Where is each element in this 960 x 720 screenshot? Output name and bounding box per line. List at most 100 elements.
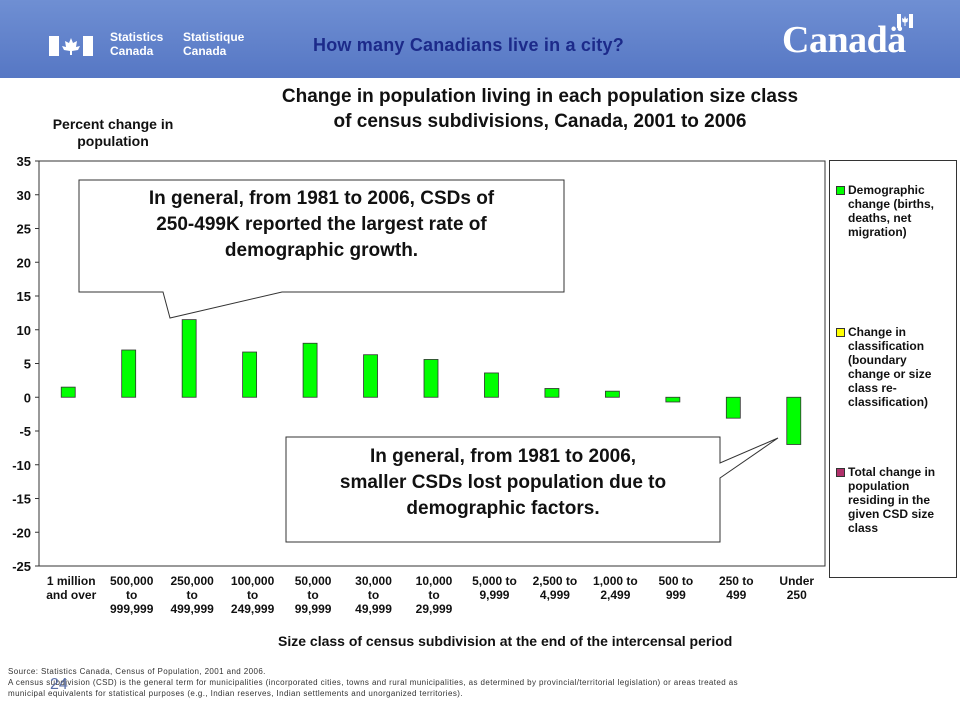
x-category-label: 999,999 (110, 602, 154, 616)
legend-total-line3: residing in the (848, 493, 931, 507)
legend-item-total: Total change in population residing in t… (836, 465, 954, 535)
agency-fr-line1: Statistique (183, 30, 245, 44)
callout-top-line2: 250-499K reported the largest rate of (156, 214, 487, 235)
y-tick-label: 15 (17, 289, 31, 304)
x-category-label: 250 (787, 588, 807, 602)
chart-legend: Demographic change (births, deaths, net … (829, 160, 957, 578)
legend-swatch-classification (836, 328, 845, 337)
callout-top-text: In general, from 1981 to 2006, CSDs of 2… (79, 186, 564, 264)
agency-fr-line2: Canada (183, 44, 227, 58)
y-tick-label: 0 (24, 390, 31, 405)
x-category-label: 29,999 (416, 602, 453, 616)
x-category-label: 1 million (47, 574, 96, 588)
legend-label-total: Total change in population residing in t… (848, 465, 954, 535)
x-category-label: 50,000 (295, 574, 332, 588)
x-category-label: 9,999 (479, 588, 509, 602)
y-tick-label: -20 (12, 525, 31, 540)
bar-demographic-1 (121, 349, 137, 398)
canada-wordmark: Canadä (782, 19, 906, 61)
legend-demographic-line3: deaths, net (848, 211, 912, 225)
legend-demographic-line4: migration) (848, 225, 907, 239)
callout-bottom-text: In general, from 1981 to 2006, smaller C… (286, 444, 720, 522)
x-category-label: 10,000 (416, 574, 453, 588)
y-tick-label: 5 (24, 357, 31, 372)
x-category-label: 99,999 (295, 602, 332, 616)
x-category-label: to (428, 588, 439, 602)
agency-en-line1: Statistics (110, 30, 164, 44)
agency-en-line2: Canada (110, 44, 154, 58)
legend-classification-line3: (boundary (848, 353, 907, 367)
bar-demographic-7 (484, 372, 499, 398)
canada-flag-icon (49, 36, 93, 56)
callout-bottom-line3: demographic factors. (406, 498, 600, 519)
x-category-label: 49,999 (355, 602, 392, 616)
legend-classification-line1: Change in (848, 325, 907, 339)
y-tick-label: 25 (17, 222, 31, 237)
legend-swatch-demographic (836, 186, 845, 195)
bar-demographic-11 (725, 396, 741, 419)
legend-classification-line4: change or size (848, 367, 932, 381)
y-tick-label: 35 (17, 154, 31, 169)
x-category-label: 250,000 (170, 574, 214, 588)
callout-top-line3: demographic growth. (224, 240, 419, 261)
x-category-label: 30,000 (355, 574, 392, 588)
x-category-label: 499,999 (170, 602, 214, 616)
bar-demographic-4 (302, 342, 318, 398)
legend-demographic-line2: change (births, (848, 197, 935, 211)
legend-classification-line2: classification (848, 339, 925, 353)
bar-demographic-8 (544, 388, 560, 398)
header-banner (0, 0, 960, 78)
x-category-label: 999 (666, 588, 686, 602)
page-number: 24 (50, 676, 68, 693)
legend-classification-line6: classification) (848, 395, 929, 409)
x-category-label: and over (46, 588, 96, 602)
bar-demographic-12 (786, 396, 802, 445)
x-category-label: to (307, 588, 318, 602)
x-category-label: 500,000 (110, 574, 154, 588)
legend-item-classification: Change in classification (boundary chang… (836, 325, 954, 409)
csd-definition-line2: municipal equivalents for statistical pu… (8, 689, 463, 698)
bar-demographic-3 (242, 351, 258, 398)
x-category-label: to (368, 588, 379, 602)
x-category-label: 499 (726, 588, 746, 602)
legend-label-classification: Change in classification (boundary chang… (848, 325, 954, 409)
x-category-label: 1,000 to (593, 574, 638, 588)
wordmark-flag-icon (897, 14, 913, 28)
legend-classification-line5: class re- (848, 381, 897, 395)
callout-top-box (78, 179, 565, 319)
bar-demographic-0 (60, 386, 76, 398)
x-category-label: 2,500 to (533, 574, 578, 588)
legend-demographic-line1: Demographic (848, 183, 925, 197)
callout-bottom-line2: smaller CSDs lost population due to (339, 472, 667, 493)
y-tick-label: 30 (17, 188, 31, 203)
chart-title: Change in population living in each popu… (200, 84, 880, 134)
y-axis-label: Percent change in population (28, 116, 198, 150)
bar-demographic-5 (363, 354, 378, 398)
bar-demographic-10 (665, 396, 681, 403)
x-category-label: 100,000 (231, 574, 275, 588)
csd-definition-line1: A census subdivision (CSD) is the genera… (8, 678, 738, 687)
legend-item-demographic: Demographic change (births, deaths, net … (836, 183, 954, 239)
x-category-label: 2,499 (600, 588, 630, 602)
y-tick-label: 10 (17, 323, 31, 338)
legend-total-line1: Total change in (848, 465, 936, 479)
bar-demographic-2 (181, 319, 197, 398)
y-tick-label: -15 (12, 492, 31, 507)
y-axis-label-line1: Percent change in (52, 116, 174, 132)
x-category-label: 5,000 to (472, 574, 517, 588)
legend-total-line2: population (848, 479, 910, 493)
x-category-label: to (126, 588, 137, 602)
chart-title-line1: Change in population living in each popu… (281, 86, 799, 107)
x-category-label: 4,999 (540, 588, 570, 602)
x-category-label: Under (779, 574, 814, 588)
y-tick-label: -5 (19, 424, 31, 439)
x-category-label: 249,999 (231, 602, 275, 616)
callout-bottom-box (285, 436, 779, 543)
y-axis-label-line2: population (77, 133, 149, 149)
bar-demographic-6 (423, 359, 439, 398)
bar-demographic-9 (604, 390, 620, 398)
x-category-label: 250 to (719, 574, 754, 588)
agency-name-french: Statistique Canada (183, 30, 244, 58)
slide-title: How many Canadians live in a city? (313, 35, 624, 55)
